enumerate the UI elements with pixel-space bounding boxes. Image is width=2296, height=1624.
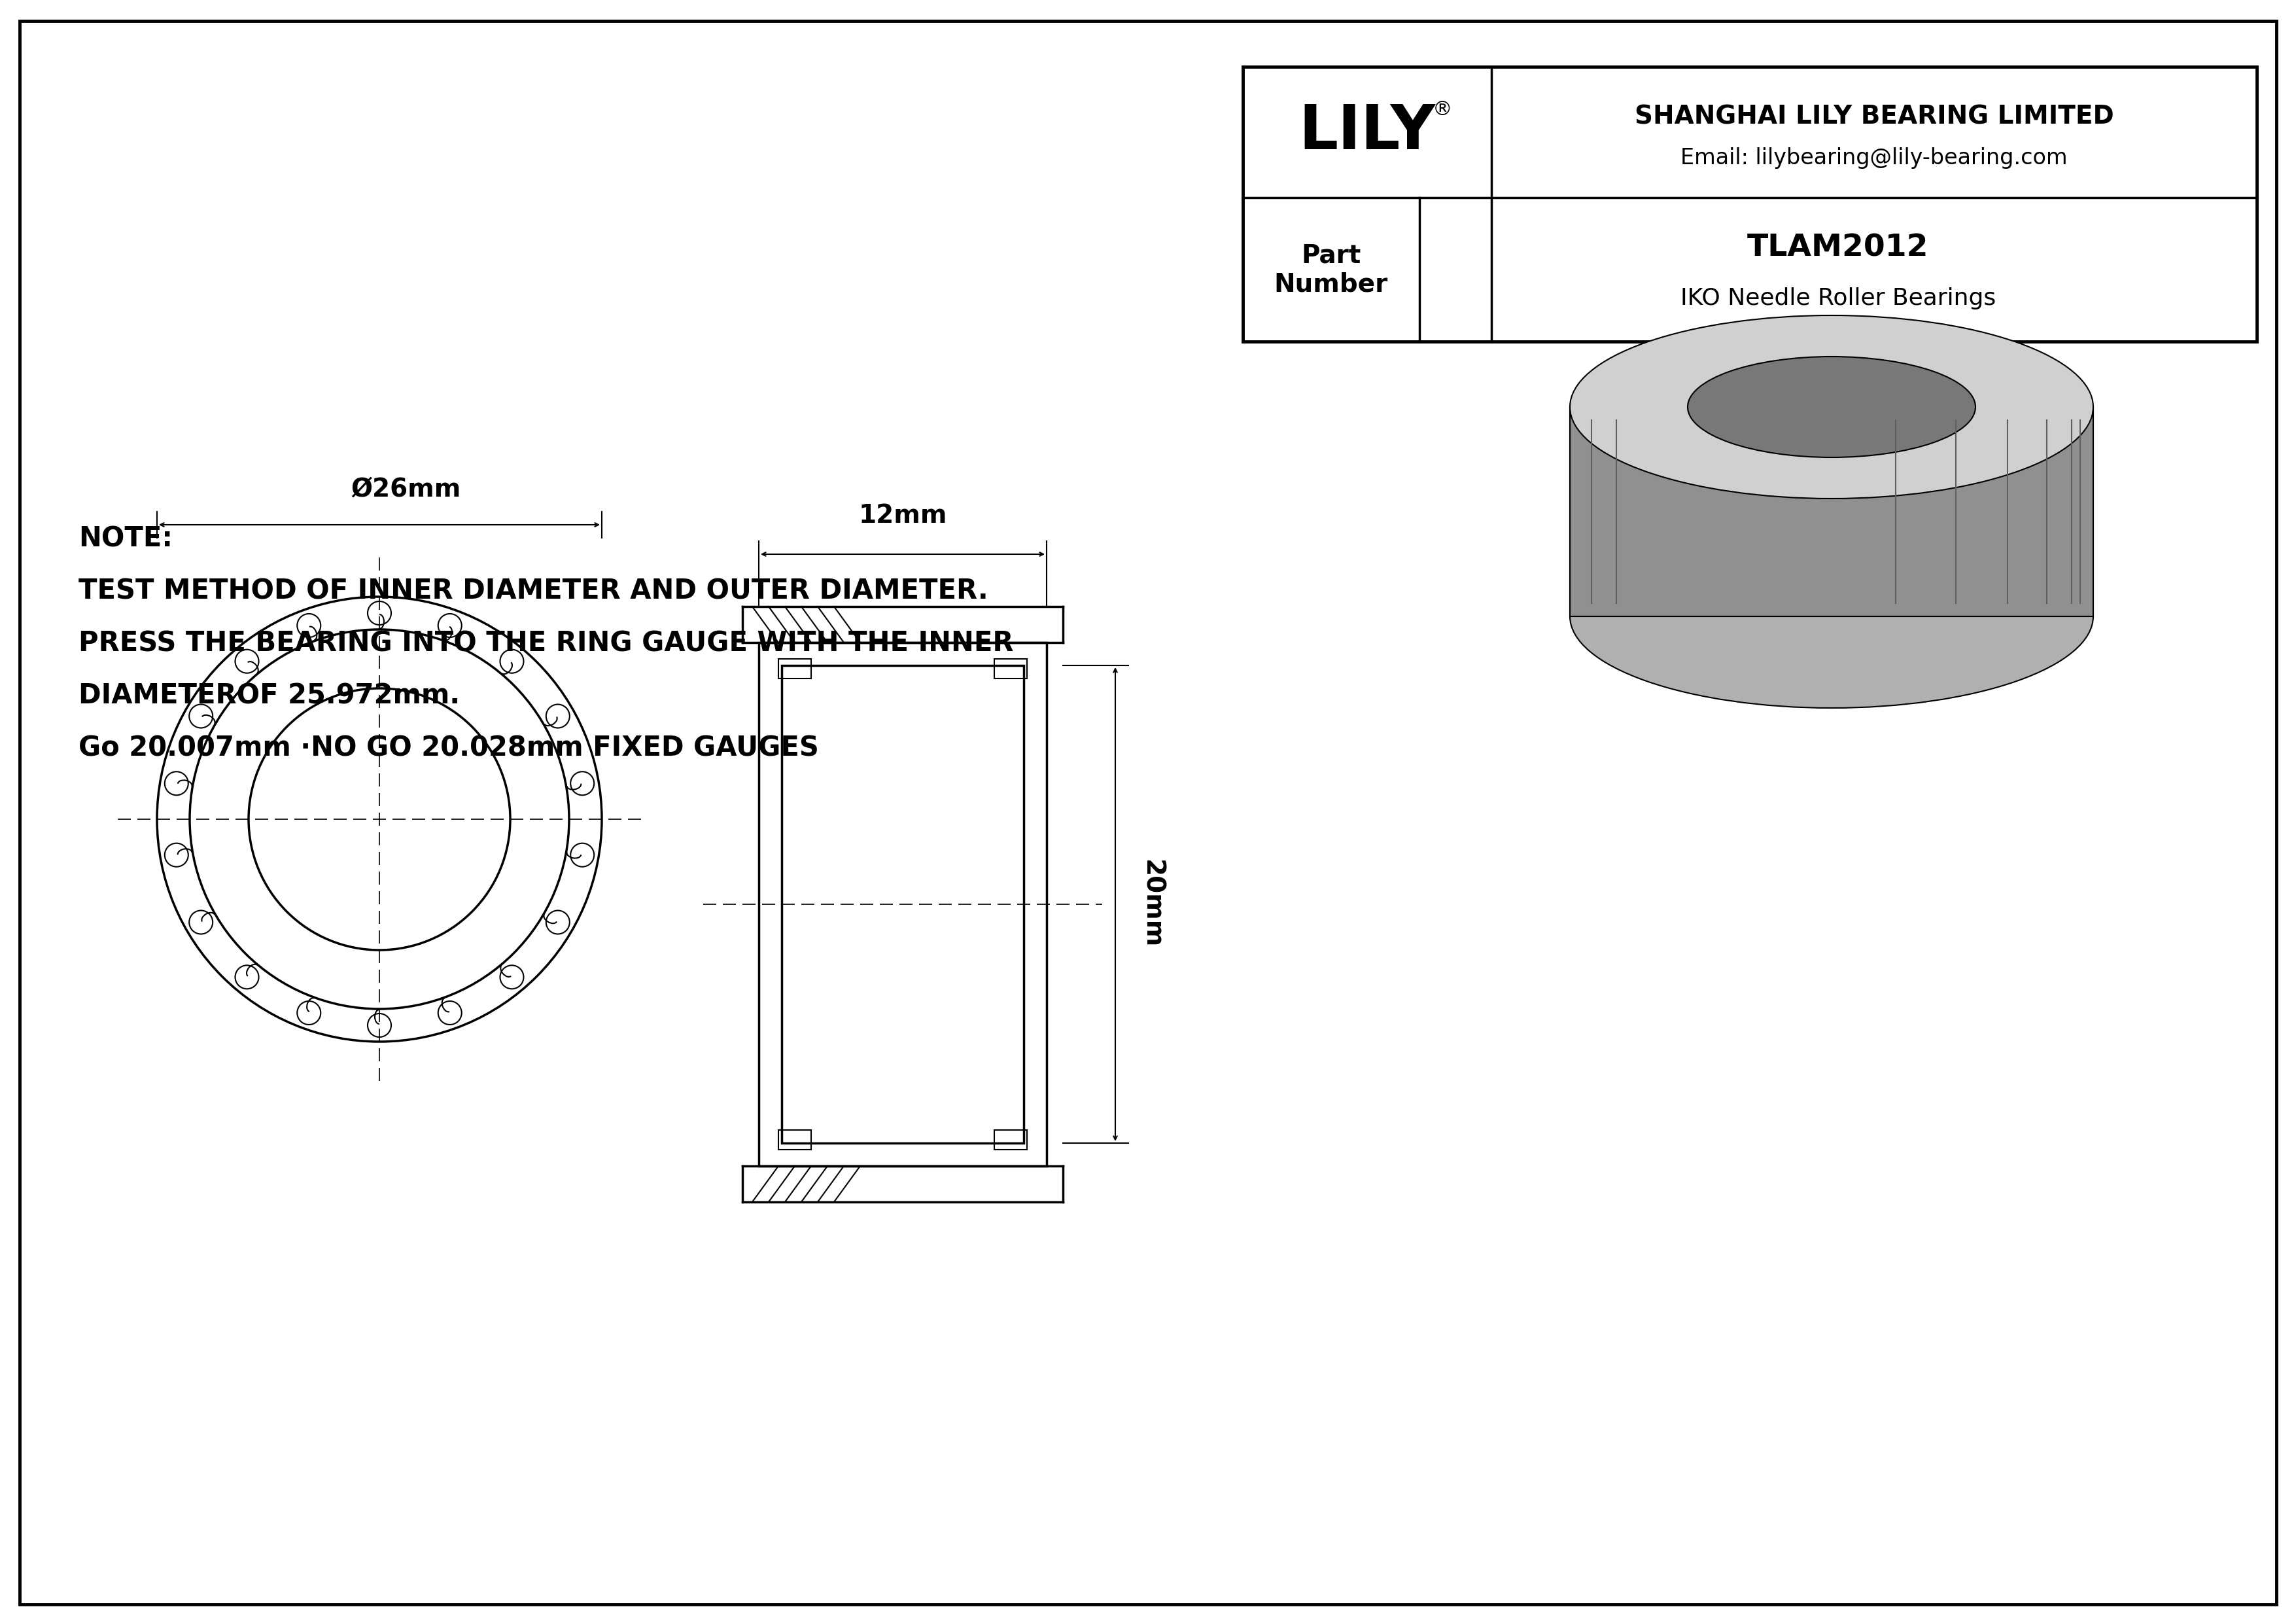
Text: TLAM2012: TLAM2012 [1747,234,1929,263]
Bar [758,643,1047,1166]
Text: LILY: LILY [1300,102,1435,162]
Bar [781,666,1024,1143]
FancyBboxPatch shape [1570,408,2094,617]
Bar [994,659,1026,679]
Text: Email: lilybearing@lily-bearing.com: Email: lilybearing@lily-bearing.com [1681,148,2069,169]
Text: 12mm: 12mm [859,503,946,528]
Text: NOTE:: NOTE: [78,525,172,552]
Text: PRESS THE BEARING INTO THE RING GAUGE WITH THE INNER: PRESS THE BEARING INTO THE RING GAUGE WI… [78,630,1013,658]
Bar [778,1130,810,1150]
Bar [1242,67,2257,341]
Text: ®: ® [1433,99,1453,119]
Text: DIAMETEROF 25.972mm.: DIAMETEROF 25.972mm. [78,682,459,710]
Text: 20mm: 20mm [1139,861,1164,948]
Ellipse shape [1688,357,1975,458]
Text: Part
Number: Part Number [1274,242,1389,297]
Ellipse shape [1570,315,2094,499]
Bar [778,659,810,679]
Text: Ø26mm: Ø26mm [351,477,461,502]
Text: Go 20.007mm ·NO GO 20.028mm FIXED GAUGES: Go 20.007mm ·NO GO 20.028mm FIXED GAUGES [78,734,820,762]
Text: IKO Needle Roller Bearings: IKO Needle Roller Bearings [1681,287,1995,310]
Text: SHANGHAI LILY BEARING LIMITED: SHANGHAI LILY BEARING LIMITED [1635,104,2115,128]
Ellipse shape [1570,525,2094,708]
Text: TEST METHOD OF INNER DIAMETER AND OUTER DIAMETER.: TEST METHOD OF INNER DIAMETER AND OUTER … [78,577,987,604]
Bar [994,1130,1026,1150]
